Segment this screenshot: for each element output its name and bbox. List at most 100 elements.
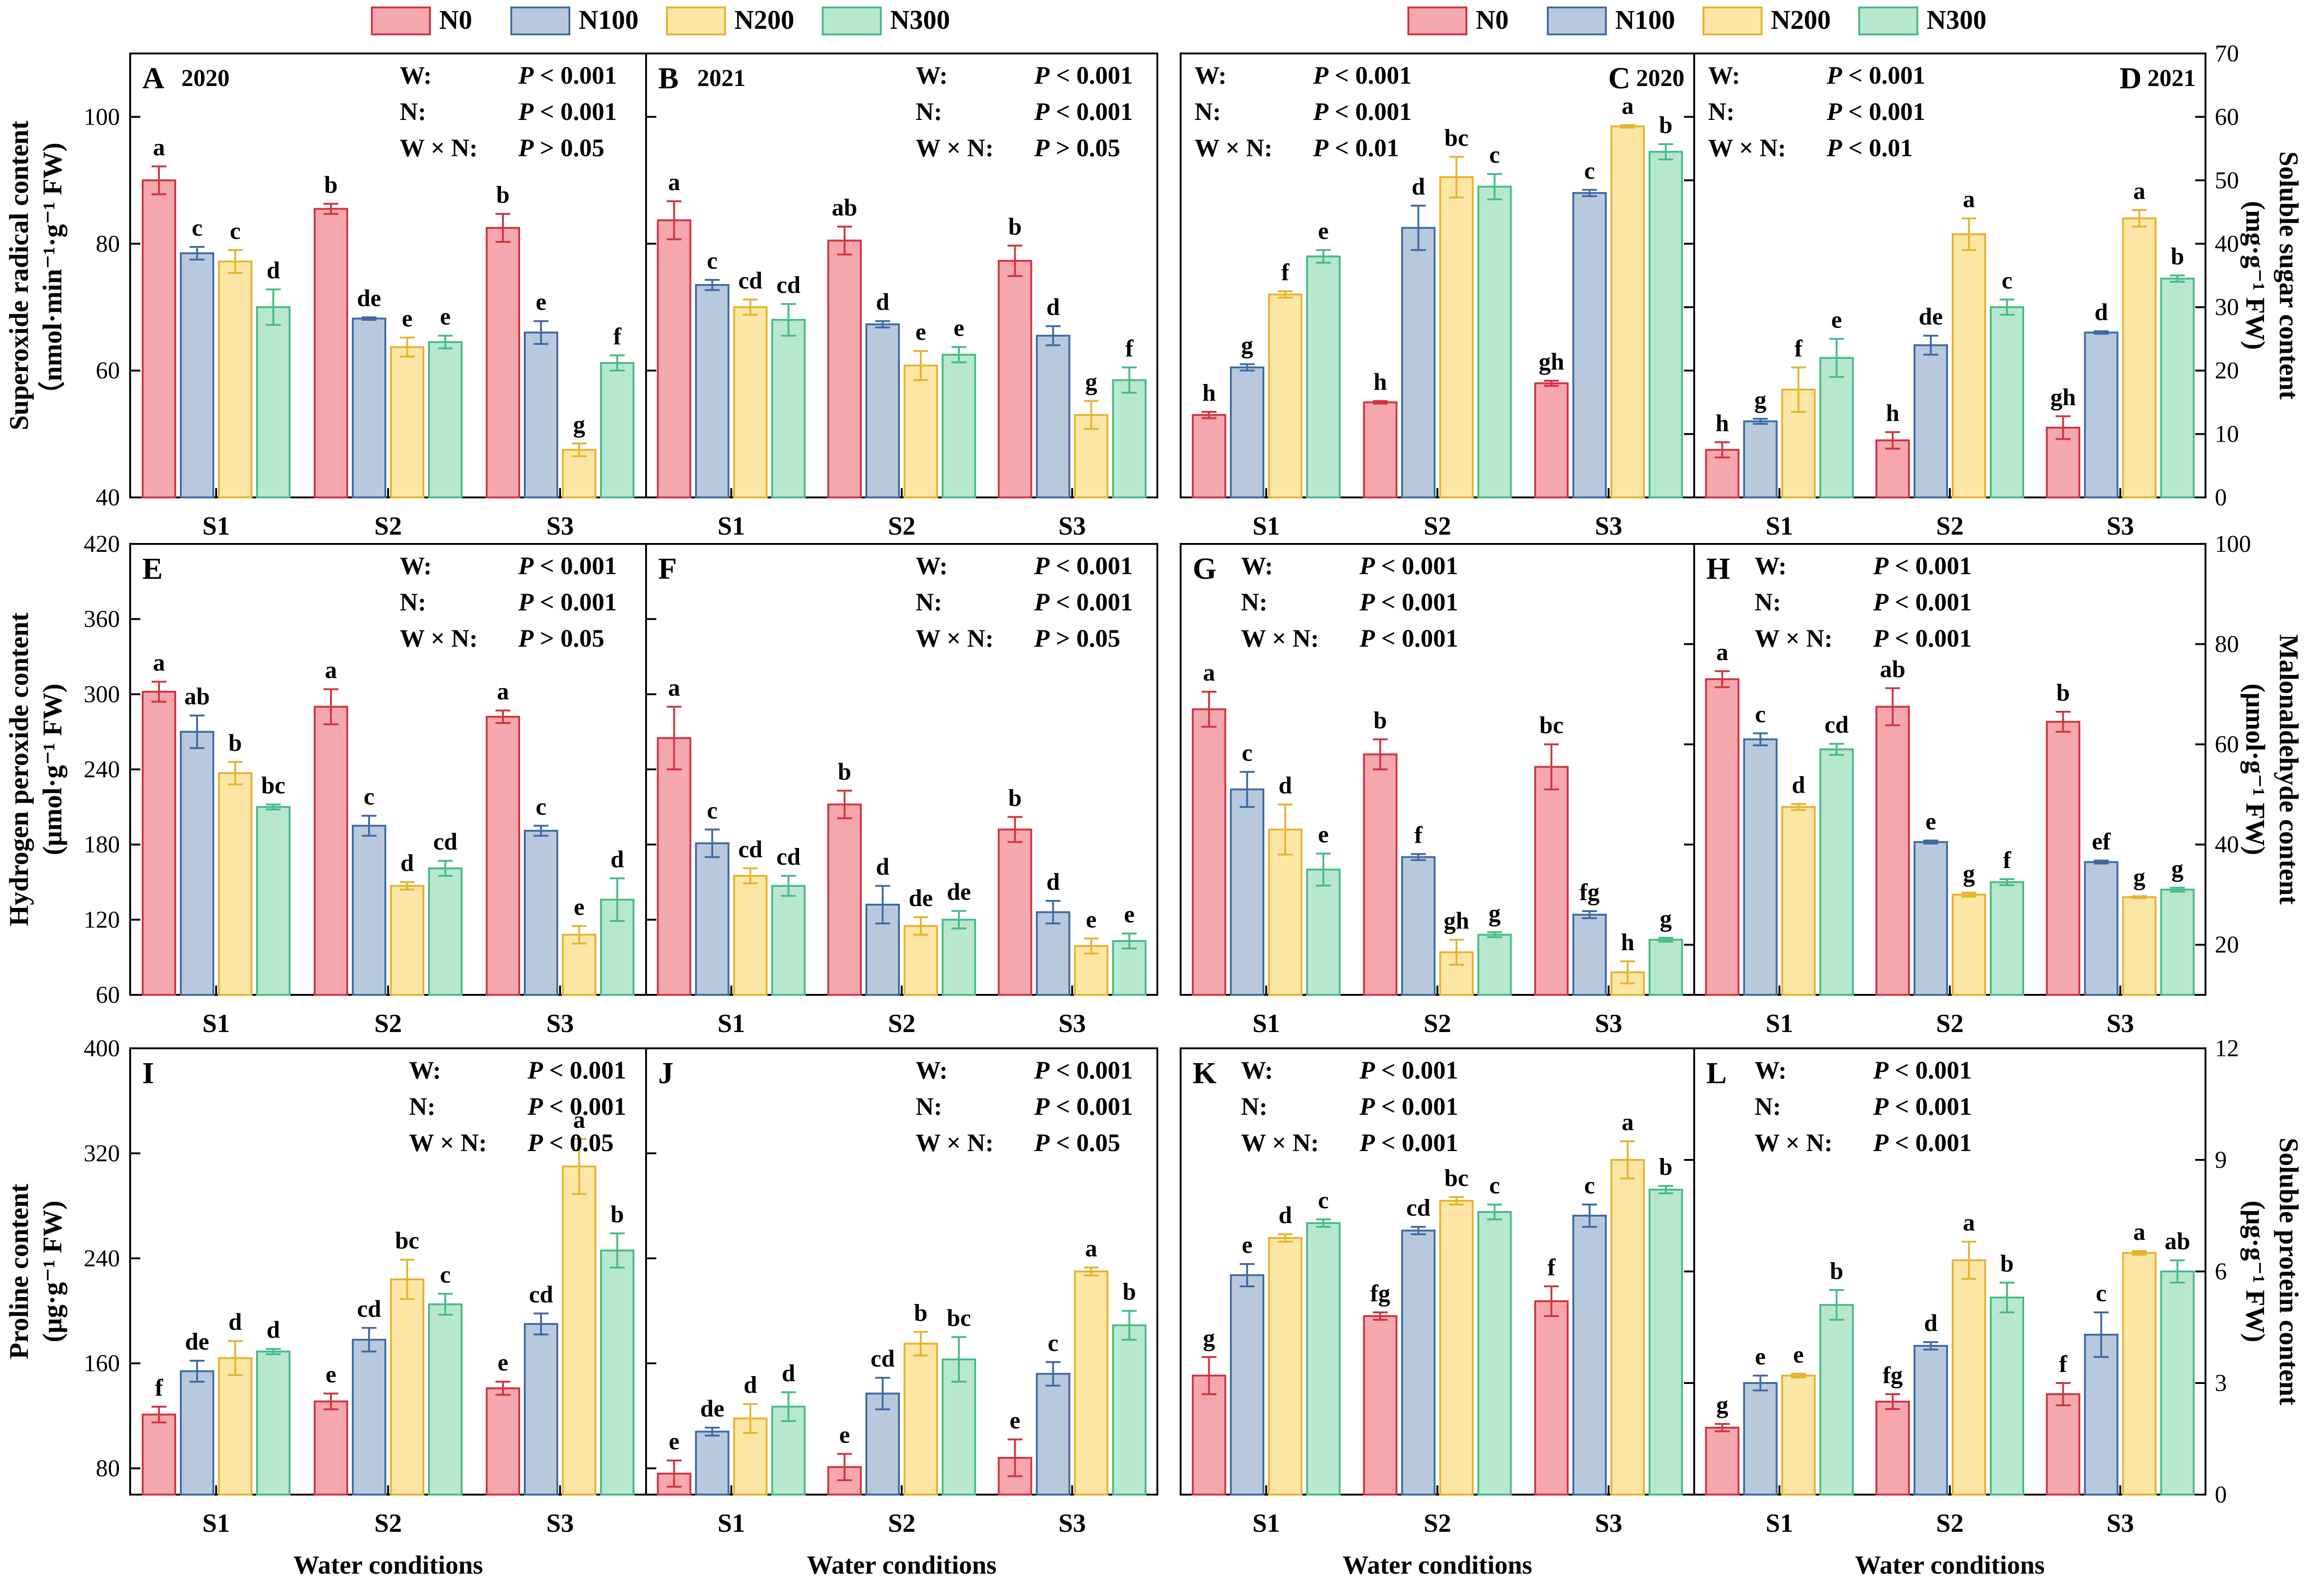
bar-N100-S1 xyxy=(1743,420,1778,498)
bar-N100-S3 xyxy=(1036,911,1070,996)
x-tick-label: S1 xyxy=(1766,1509,1793,1538)
significance-letter: g xyxy=(573,411,585,438)
y-tick-label: 100 xyxy=(2215,531,2251,557)
bar-N300-S3 xyxy=(2160,1271,2195,1496)
bar-N100-S2 xyxy=(352,318,386,498)
bar-N0-S1 xyxy=(1705,1427,1740,1496)
stat-value: P > 0.05 xyxy=(1034,134,1120,162)
significance-letter: f xyxy=(1795,335,1803,362)
bar-N300-S3 xyxy=(1112,379,1147,498)
significance-letter: c xyxy=(191,215,202,241)
significance-letter: cd xyxy=(738,836,762,863)
stat-value: P < 0.01 xyxy=(1313,134,1399,162)
bar-N200-S3 xyxy=(2122,896,2157,996)
significance-letter: b xyxy=(1830,1258,1843,1284)
bar-N0-S3 xyxy=(486,227,520,498)
significance-letter: d xyxy=(1046,294,1060,321)
bar-N100-S2 xyxy=(1914,841,1948,996)
significance-letter: a xyxy=(1622,1109,1634,1136)
bar-N300-S1 xyxy=(1819,357,1854,498)
bar-N0-S2 xyxy=(1363,401,1398,498)
significance-letter: cd xyxy=(871,1346,895,1372)
significance-letter: e xyxy=(953,315,964,342)
y-axis-title-left: Superoxide radical content （nmol·min⁻¹·g⁻… xyxy=(4,120,67,430)
panel-letter: E xyxy=(142,552,163,586)
legend-label-N100: N100 xyxy=(579,5,639,35)
bar-N200-S1 xyxy=(1268,293,1303,499)
panel-letter: L xyxy=(1706,1056,1727,1090)
significance-letter: ab xyxy=(1880,656,1906,682)
y-tick-label: 20 xyxy=(2215,932,2239,958)
stat-label: W: xyxy=(916,552,948,580)
significance-letter: f xyxy=(155,1375,163,1401)
bar-N200-S2 xyxy=(904,364,938,498)
legend-left: N0 N100 N200 N300 xyxy=(371,5,950,35)
bar-N300-S3 xyxy=(1648,939,1683,996)
significance-letter: f xyxy=(1281,259,1290,286)
bar-N300-S1 xyxy=(771,319,806,498)
x-tick-label: S1 xyxy=(1253,1009,1280,1038)
x-tick-label: S3 xyxy=(1058,512,1086,541)
stat-value: P < 0.001 xyxy=(1873,552,1972,580)
significance-letter: e xyxy=(574,894,584,920)
significance-letter: g xyxy=(2133,864,2146,891)
bar-N300-S3 xyxy=(600,1249,634,1496)
bar-N200-S2 xyxy=(390,346,424,499)
bar-N0-S2 xyxy=(314,1400,348,1496)
significance-letter: d xyxy=(1279,772,1292,799)
y-tick-label: 6 xyxy=(2215,1258,2227,1285)
significance-letter: d xyxy=(401,850,414,877)
significance-letter: ef xyxy=(2092,828,2111,855)
significance-letter: gh xyxy=(2050,384,2076,410)
significance-letter: a xyxy=(2133,178,2146,205)
significance-letter: a xyxy=(1963,1210,1975,1236)
x-tick-label: S1 xyxy=(718,1009,745,1038)
legend-label-N200: N200 xyxy=(1771,5,1831,35)
bar-N100-S1 xyxy=(695,284,730,498)
bar-N0-S3 xyxy=(1534,1300,1569,1496)
x-tick-label: S1 xyxy=(1766,512,1793,541)
bar-N100-S3 xyxy=(1572,913,1607,996)
significance-letter: fg xyxy=(1882,1362,1902,1389)
significance-letter: a xyxy=(573,1107,585,1133)
significance-letter: d xyxy=(611,846,624,873)
significance-letter: e xyxy=(1010,1407,1020,1434)
bar-N200-S2 xyxy=(1439,176,1474,498)
x-tick-label: S2 xyxy=(1936,1009,1963,1038)
bar-N0-S3 xyxy=(1534,382,1569,499)
bar-N100-S3 xyxy=(1036,1373,1070,1496)
legend-label-N200: N200 xyxy=(734,5,794,35)
stat-value: P < 0.001 xyxy=(1826,61,1925,89)
y-tick-label: 180 xyxy=(84,832,120,858)
bar-N200-S3 xyxy=(562,449,596,499)
x-tick-label: S2 xyxy=(374,512,402,541)
y-tick-label: 400 xyxy=(84,1035,120,1062)
significance-letter: e xyxy=(1831,307,1842,333)
bar-N100-S2 xyxy=(1401,1230,1436,1496)
bar-N0-S3 xyxy=(2046,1393,2080,1496)
significance-letter: a xyxy=(1622,93,1634,119)
bar-N100-S2 xyxy=(352,825,386,996)
y-tick-label: 10 xyxy=(2215,421,2239,448)
y-tick-label: 40 xyxy=(2215,832,2239,858)
stat-label: N: xyxy=(400,98,426,126)
significance-letter: a xyxy=(153,649,165,676)
significance-letter: d xyxy=(876,289,890,316)
significance-letter: b xyxy=(2171,244,2184,270)
bar-N200-S1 xyxy=(218,260,252,498)
x-tick-label: S3 xyxy=(2106,1509,2134,1538)
x-tick-label: S1 xyxy=(202,512,230,541)
significance-letter: f xyxy=(2059,1351,2067,1377)
bar-N100-S2 xyxy=(352,1338,386,1496)
bar-N300-S3 xyxy=(1648,151,1683,498)
panel-letter: I xyxy=(142,1056,154,1090)
x-tick-label: S3 xyxy=(1595,1509,1622,1538)
legend-swatch-N0 xyxy=(371,7,431,35)
